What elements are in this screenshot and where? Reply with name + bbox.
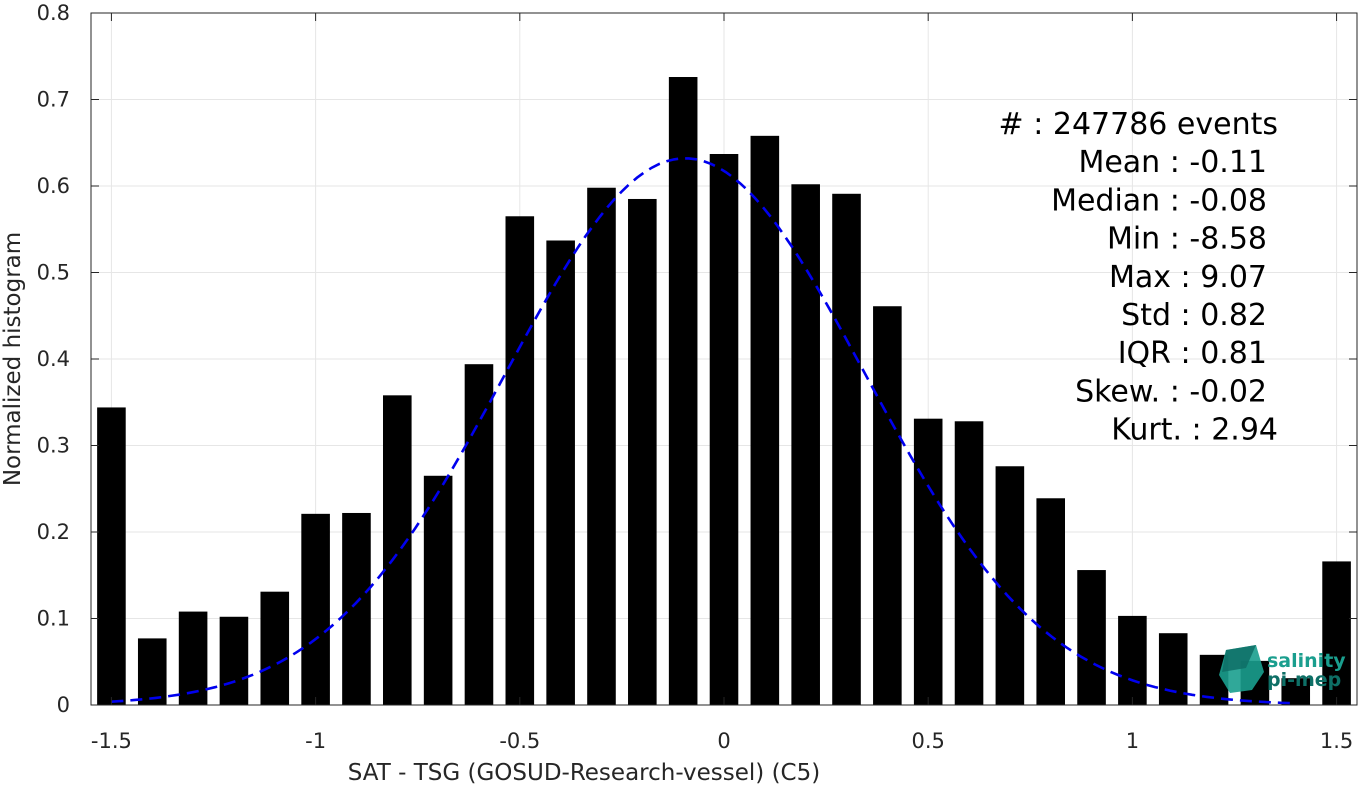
y-tick-label: 0.8 bbox=[37, 1, 70, 25]
x-tick-label: 0 bbox=[717, 729, 730, 753]
histogram-bar bbox=[1036, 498, 1066, 705]
histogram-bar bbox=[668, 77, 698, 705]
y-tick-label: 0.2 bbox=[37, 520, 70, 544]
x-axis-label: SAT - TSG (GOSUD-Research-vessel) (C5) bbox=[348, 760, 820, 785]
y-axis-label: Normalized histogram bbox=[0, 232, 26, 486]
gaussian-fit-curve bbox=[111, 157, 1296, 705]
histogram-bar bbox=[505, 216, 535, 705]
logo-cube-facet bbox=[1222, 645, 1256, 672]
x-tick-label: 0.5 bbox=[911, 729, 944, 753]
axes-ticks bbox=[91, 12, 1357, 706]
histogram-bar bbox=[97, 407, 126, 705]
histogram-bar bbox=[301, 513, 330, 705]
histogram-bars bbox=[97, 77, 1351, 706]
y-tick-label: 0.4 bbox=[37, 347, 70, 371]
y-tick-labels: 0 0.1 0.2 0.3 0.4 0.5 0.6 0.7 0.8 bbox=[37, 1, 70, 717]
stat-line: IQR : 0.81 bbox=[1118, 336, 1267, 371]
y-tick-label: 0.7 bbox=[37, 88, 70, 112]
histogram-bar bbox=[1118, 615, 1147, 705]
histogram-bar bbox=[260, 591, 290, 705]
y-tick-label: 0.6 bbox=[37, 174, 70, 198]
y-tick-label: 0.3 bbox=[37, 434, 70, 458]
histogram-bar bbox=[832, 193, 861, 705]
x-tick-labels: -1.5 -1 -0.5 0 0.5 1 1.5 bbox=[91, 729, 1353, 753]
histogram-bar bbox=[137, 638, 167, 705]
logo-text-line1: salinity bbox=[1267, 650, 1346, 672]
y-tick-label: 0 bbox=[57, 693, 70, 717]
stat-line: # : 247786 events bbox=[999, 107, 1278, 142]
stat-line: Skew. : -0.02 bbox=[1075, 374, 1267, 409]
histogram-bar bbox=[382, 395, 412, 705]
x-tick-label: 1.5 bbox=[1320, 729, 1353, 753]
histogram-bar bbox=[178, 611, 208, 705]
logo-text-line2: pi-mep bbox=[1267, 669, 1341, 691]
histogram-bar bbox=[791, 184, 820, 705]
x-tick-label: -1 bbox=[305, 729, 326, 753]
histogram-bar bbox=[423, 475, 453, 705]
histogram-bar bbox=[628, 198, 657, 705]
histogram-bar bbox=[913, 418, 943, 705]
x-tick-label: 1 bbox=[1126, 729, 1139, 753]
histogram-bar bbox=[587, 187, 616, 706]
histogram-bar bbox=[219, 616, 249, 705]
y-tick-label: 0.5 bbox=[37, 261, 70, 285]
histogram-bar bbox=[342, 512, 371, 705]
histogram-bar bbox=[1158, 633, 1188, 705]
stat-line: Kurt. : 2.94 bbox=[1111, 413, 1278, 448]
histogram-bar bbox=[873, 306, 902, 705]
stat-line: Mean : -0.11 bbox=[1078, 145, 1267, 180]
x-tick-label: -1.5 bbox=[91, 729, 132, 753]
histogram-bar bbox=[1281, 678, 1311, 705]
histogram-bar bbox=[1322, 561, 1351, 705]
histogram-bar bbox=[709, 153, 739, 705]
salinity-pi-mep-logo: salinity pi-mep bbox=[1219, 645, 1346, 693]
histogram-bar bbox=[464, 364, 494, 705]
stat-line: Min : -8.58 bbox=[1107, 222, 1267, 257]
histogram-bar bbox=[954, 421, 984, 705]
stat-line: Max : 9.07 bbox=[1109, 260, 1267, 295]
stat-line: Median : -0.08 bbox=[1051, 183, 1267, 218]
histogram-bar bbox=[546, 240, 575, 705]
x-tick-label: -0.5 bbox=[499, 729, 540, 753]
stat-line: Std : 0.82 bbox=[1121, 298, 1267, 333]
y-tick-label: 0.1 bbox=[37, 607, 70, 631]
histogram-bar bbox=[750, 135, 780, 705]
histogram-bar bbox=[1077, 570, 1106, 705]
